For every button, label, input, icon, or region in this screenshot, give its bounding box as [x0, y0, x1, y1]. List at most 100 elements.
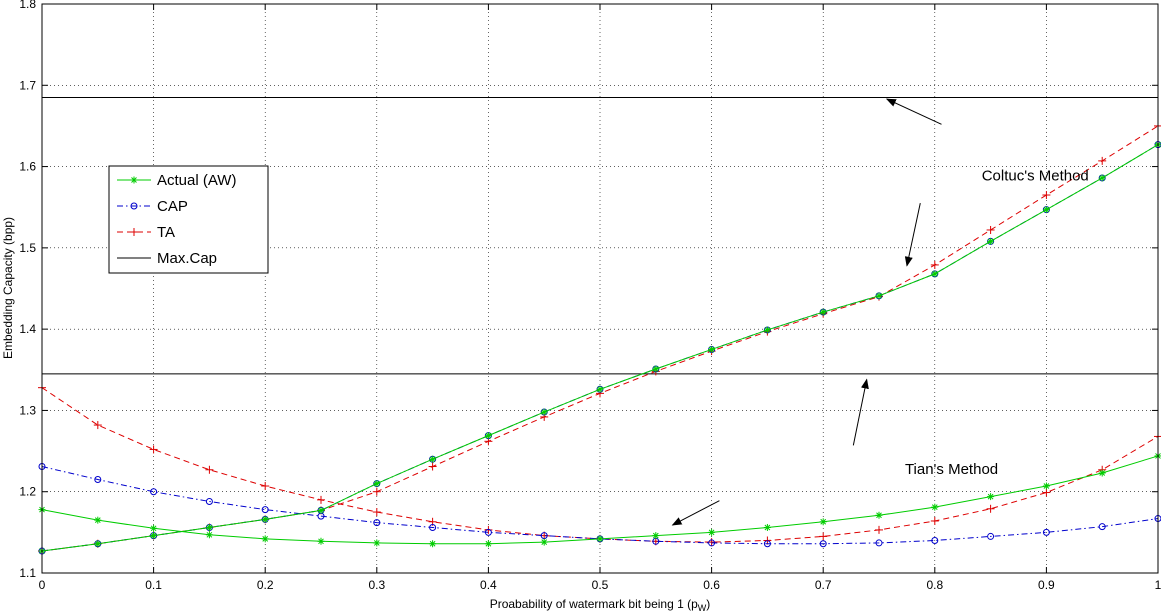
- data-point-marker: [205, 523, 213, 531]
- data-point-marker: [150, 532, 158, 540]
- data-point-marker: [987, 237, 995, 245]
- data-point-marker: [987, 532, 995, 540]
- data-point-marker: [94, 476, 102, 484]
- data-point-marker: [875, 539, 883, 547]
- data-point-marker: [429, 523, 437, 531]
- data-point-marker: [317, 537, 325, 545]
- max-cap-lines: [42, 96, 1158, 375]
- legend-item: TA: [117, 224, 175, 241]
- data-point-marker: [819, 518, 827, 526]
- data-point-marker: [540, 538, 548, 546]
- data-point-marker: [875, 511, 883, 519]
- x-axis-label: Proabability of watermark bit being 1 (p…: [490, 597, 711, 613]
- data-point-marker: [317, 506, 325, 514]
- y-tick-label: 1.8: [19, 0, 36, 11]
- data-point-marker: [94, 516, 102, 524]
- x-tick-label: 0.2: [257, 578, 274, 592]
- data-point-marker: [931, 270, 939, 278]
- data-point-marker: [429, 455, 437, 463]
- legend-label: TA: [157, 224, 175, 241]
- y-tick-label: 1.1: [19, 566, 36, 580]
- annotation-arrow: [885, 98, 942, 125]
- data-point-marker: [763, 523, 771, 531]
- data-point-marker: [652, 532, 660, 540]
- data-point-marker: [130, 202, 138, 210]
- annotation-label: Tian's Method: [905, 461, 998, 478]
- data-point-marker: [373, 539, 381, 547]
- data-point-marker: [484, 432, 492, 440]
- x-tick-label: 0.6: [703, 578, 720, 592]
- data-point-marker: [373, 480, 381, 488]
- legend-item: CAP: [117, 198, 188, 215]
- data-point-marker: [540, 532, 548, 540]
- data-point-marker: [1042, 488, 1051, 497]
- data-point-marker: [763, 540, 771, 548]
- data-point-marker: [596, 535, 604, 543]
- data-point-marker: [708, 345, 716, 353]
- data-point-marker: [931, 503, 939, 511]
- data-point-marker: [819, 532, 828, 541]
- data-point-marker: [930, 516, 939, 525]
- legend-item: Actual (AW): [117, 172, 236, 189]
- series-actual-aw--tian: [38, 452, 1161, 548]
- y-axis-label: Embedding Capacity (bpp): [1, 217, 15, 359]
- annotation-arrow: [852, 378, 869, 446]
- data-point-marker: [261, 482, 270, 491]
- data-point-marker: [540, 408, 548, 416]
- data-point-marker: [205, 465, 214, 474]
- series-group: [38, 121, 1161, 556]
- data-point-marker: [708, 528, 716, 536]
- x-tick-label: 1: [1155, 578, 1161, 592]
- legend-box: [108, 165, 269, 274]
- data-point-marker: [819, 308, 827, 316]
- data-point-marker: [1098, 523, 1106, 531]
- y-tick-label: 1.5: [19, 241, 36, 255]
- data-point-marker: [763, 326, 771, 334]
- data-point-marker: [317, 495, 325, 504]
- grid: [42, 4, 1158, 573]
- data-point-marker: [652, 365, 660, 373]
- data-point-marker: [94, 540, 102, 548]
- coltuc-annotation: Coltuc's Method: [885, 98, 1089, 267]
- data-point-marker: [484, 540, 492, 548]
- data-point-marker: [875, 525, 883, 534]
- data-point-marker: [596, 385, 604, 393]
- data-point-marker: [1042, 206, 1050, 214]
- data-point-marker: [428, 462, 437, 471]
- legend-label: Actual (AW): [157, 172, 236, 189]
- data-point-marker: [150, 524, 158, 532]
- data-point-marker: [484, 525, 493, 534]
- data-point-marker: [1098, 469, 1106, 477]
- data-point-marker: [372, 487, 381, 496]
- x-axis-label-subscript: W: [698, 603, 707, 613]
- annotation-arrow: [671, 500, 720, 526]
- data-point-marker: [261, 535, 269, 543]
- y-tick-label: 1.3: [19, 403, 36, 417]
- data-point-marker: [130, 228, 138, 236]
- data-point-marker: [484, 528, 492, 536]
- data-point-marker: [875, 292, 883, 300]
- x-tick-label: 0.3: [368, 578, 385, 592]
- data-point-marker: [130, 176, 138, 184]
- annotations: Coltuc's Method Tian's Method: [671, 98, 1089, 526]
- data-point-marker: [1042, 482, 1050, 490]
- data-point-marker: [986, 225, 995, 234]
- data-point-marker: [1098, 174, 1106, 182]
- y-tick-label: 1.2: [19, 485, 36, 499]
- x-tick-label: 0: [39, 578, 46, 592]
- data-point-marker: [372, 508, 381, 517]
- y-tick-label: 1.6: [19, 160, 36, 174]
- y-tick-label: 1.7: [19, 78, 36, 92]
- tian-annotation: Tian's Method: [671, 378, 998, 526]
- x-axis-label-close: ): [706, 597, 710, 611]
- annotation-label: Coltuc's Method: [982, 168, 1089, 185]
- data-point-marker: [205, 497, 213, 505]
- x-tick-label: 0.7: [815, 578, 832, 592]
- data-point-marker: [1042, 528, 1050, 536]
- data-point-marker: [261, 515, 269, 523]
- x-tick-label: 0.9: [1038, 578, 1055, 592]
- annotation-arrow: [904, 203, 921, 267]
- x-tick-label: 0.4: [480, 578, 497, 592]
- data-point-marker: [93, 421, 102, 430]
